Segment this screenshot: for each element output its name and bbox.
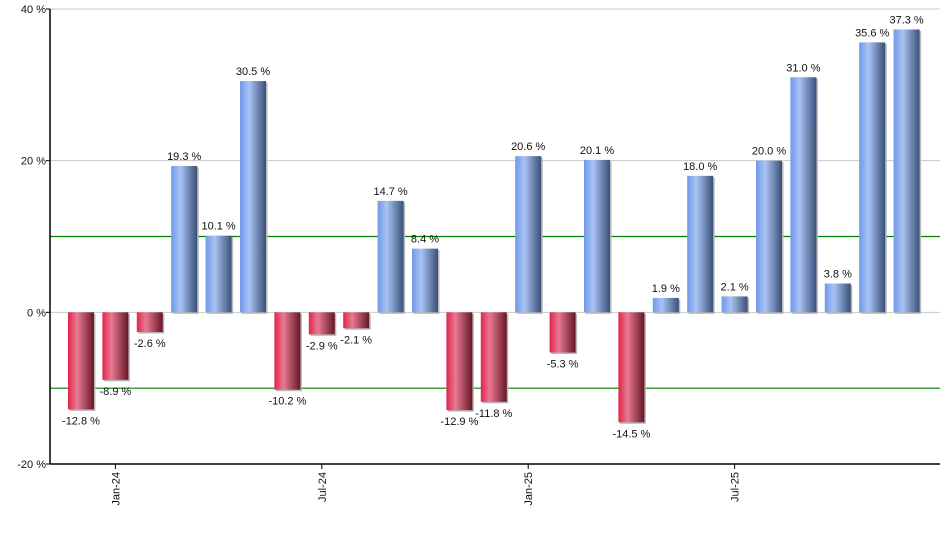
data-label: 10.1 % [201,221,235,233]
data-label: 2.1 % [721,281,749,293]
data-label: 35.6 % [855,27,889,39]
bar-Jan-25 [515,156,542,313]
data-label: 20.6 % [511,141,545,153]
y-tick-label: 0 % [27,307,46,319]
data-label: -12.9 % [440,416,478,428]
bar-Oct-25 [824,283,851,313]
bar-Jul-25 [721,296,748,313]
data-label: 18.0 % [683,161,717,173]
data-label: 19.3 % [167,151,201,163]
bar-Nov-24 [446,312,473,411]
y-tick-label: -20 % [17,459,46,471]
bar-Apr-25 [618,312,645,423]
axes: 40 % 20 % 0 % -20 % Jan-24 Jul-24 Jan-25 Jul-25 [17,4,940,506]
data-label: -5.3 % [547,359,579,371]
bar-Jun-24 [274,312,301,390]
bar-Mar-25 [584,159,610,313]
bar-Jan-24 [102,312,129,380]
bar-Jul-24 [308,312,335,335]
data-label: -2.6 % [134,338,166,350]
data-label: -11.8 % [475,408,512,420]
data-label: 20.1 % [580,145,614,157]
y-tick-label: 20 % [21,156,46,168]
data-label: 1.9 % [652,283,680,295]
bar-Nov-25 [859,42,886,313]
data-label: 14.7 % [373,186,407,198]
bar-Sep-24 [377,200,404,313]
y-tick-label: 40 % [21,4,46,16]
bar-Feb-24 [136,312,163,333]
x-tick-label: Jul-24 [317,472,329,502]
x-tick-label: Jan-25 [523,472,535,506]
bar-Aug-25 [756,160,782,313]
bar-Sep-25 [790,77,817,313]
bar-May-25 [652,297,679,313]
bars [68,29,922,424]
bar-Oct-24 [412,248,438,313]
x-tick-label: Jan-24 [110,472,122,506]
bar-Dec-24 [480,312,507,402]
data-label: 37.3 % [889,14,923,26]
data-label: -14.5 % [612,428,650,440]
bar-Dec-23 [68,312,94,410]
data-label: -2.1 % [340,334,372,346]
bar-Mar-24 [171,165,198,313]
data-label: 3.8 % [824,269,852,281]
data-label: 30.5 % [236,66,270,78]
data-labels: -12.8 % -8.9 % -2.6 % 19.3 % 10.1 % 30.5 % -10… [62,14,924,440]
data-label: -8.9 % [100,386,132,398]
data-label: -2.9 % [306,340,338,352]
bar-Aug-24 [343,312,370,329]
bar-Feb-25 [549,312,576,353]
bar-Jun-25 [687,175,714,313]
bar-Dec-25 [893,29,920,313]
data-label: -10.2 % [268,396,306,408]
data-label: -12.8 % [62,415,100,427]
data-label: 8.4 % [411,234,439,246]
data-label: 31.0 % [786,62,820,74]
bar-May-24 [240,81,266,313]
bar-Apr-24 [205,235,232,313]
x-tick-label: Jul-25 [730,472,742,502]
data-label: 20.0 % [752,146,786,158]
